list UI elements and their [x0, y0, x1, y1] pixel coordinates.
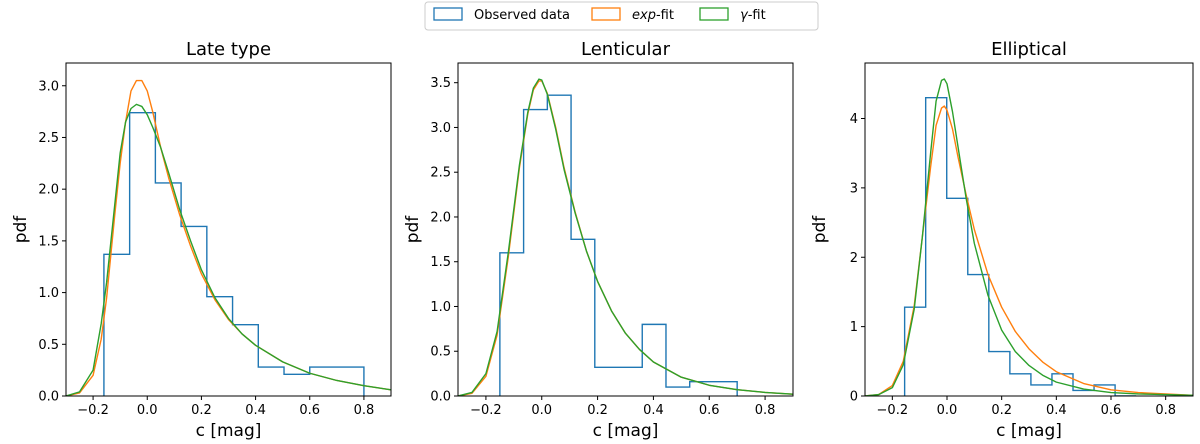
x-tick-label: 0.4	[245, 403, 266, 418]
x-tick-label: 0.8	[1155, 403, 1176, 418]
series-exp-fit-line	[458, 80, 793, 396]
legend-label-exp-italic: exp	[632, 8, 656, 23]
series-exp-fit-line	[865, 105, 1193, 396]
series-observed-histogram	[499, 94, 738, 396]
legend-frame	[424, 1, 819, 31]
plot-area	[458, 78, 793, 396]
y-tick-label: 0.0	[430, 390, 451, 405]
panel-2: −0.2 0.0 0.2 0.4 0.6 0.8 0.0 0.5 1.0 1.5 2.0 2.5 3.0…	[403, 39, 794, 441]
panel-title: Late type	[186, 39, 271, 60]
legend-label-exp-rest: -fit	[656, 8, 674, 23]
panel-1: −0.2 0.0 0.2 0.4 0.6 0.8 0.0 0.5 1.0 1.5 2.0 2.5 3.0…	[11, 39, 392, 441]
x-tick-label: 0.4	[643, 403, 664, 418]
legend-swatch-exp	[591, 7, 621, 21]
axes-frame	[65, 62, 392, 397]
x-tick-label: 0.4	[1046, 403, 1067, 418]
x-tick-label: 0.2	[587, 403, 608, 418]
y-tick-label: 3.0	[430, 121, 451, 136]
axes-frame	[457, 62, 794, 397]
series-observed-histogram	[103, 111, 365, 396]
x-tick-label: 0.8	[755, 403, 776, 418]
x-axis-label: c [mag]	[996, 421, 1062, 441]
y-tick-label: 3	[850, 181, 858, 196]
plot-area	[66, 79, 391, 396]
y-tick-label: 1.0	[430, 300, 451, 315]
axes-frame	[864, 62, 1194, 397]
series-gamma-fit-line	[458, 78, 793, 396]
plot-area	[865, 78, 1193, 396]
series-exp-fit-line	[66, 79, 391, 396]
x-tick-label: 0.6	[699, 403, 720, 418]
y-tick-label: 1.5	[430, 255, 451, 270]
x-tick-label: 0.2	[191, 403, 212, 418]
y-tick-label: 2.0	[430, 210, 451, 225]
y-tick-label: 2	[850, 251, 858, 266]
x-tick-label: 0.6	[299, 403, 320, 418]
y-tick-label: 0.0	[38, 390, 59, 405]
y-tick-label: 1	[850, 320, 858, 335]
y-tick-label: 4	[850, 112, 858, 127]
y-tick-label: 3.5	[430, 76, 451, 91]
legend-label-exp: exp-fit	[632, 8, 674, 23]
x-tick-label: 0.2	[991, 403, 1012, 418]
legend-label-gamma-italic: γ	[740, 8, 749, 23]
y-tick-label: 2.0	[38, 183, 59, 198]
y-axis-label: pdf	[403, 215, 423, 244]
series-gamma-fit-line	[66, 103, 391, 396]
panel-title: Lenticular	[581, 39, 671, 60]
x-tick-label: 0.6	[1101, 403, 1122, 418]
panels: −0.2 0.0 0.2 0.4 0.6 0.8 0.0 0.5 1.0 1.5 2.0 2.5 3.0…	[11, 39, 1194, 441]
legend-swatch-gamma	[699, 7, 729, 21]
x-tick-label: −0.2	[877, 403, 909, 418]
y-tick-label: 0.5	[38, 338, 59, 353]
y-tick-label: 2.5	[430, 166, 451, 181]
y-tick-label: 1.0	[38, 286, 59, 301]
legend-swatch-observed	[433, 7, 463, 21]
x-tick-label: 0.0	[531, 403, 552, 418]
x-axis-label: c [mag]	[593, 421, 659, 441]
x-tick-label: 0.8	[354, 403, 375, 418]
y-tick-label: 2.5	[38, 131, 59, 146]
series-observed-histogram	[903, 96, 1137, 396]
y-tick-label: 1.5	[38, 234, 59, 249]
x-tick-label: −0.2	[77, 403, 109, 418]
x-axis-label: c [mag]	[196, 421, 262, 441]
legend-label-gamma-rest: -fit	[748, 8, 766, 23]
panel-title: Elliptical	[991, 39, 1067, 60]
legend-label-gamma: γ-fit	[740, 8, 766, 23]
y-tick-label: 3.0	[38, 79, 59, 94]
y-tick-label: 0.5	[430, 345, 451, 360]
y-tick-label: 0	[850, 390, 858, 405]
panel-3: −0.2 0.0 0.2 0.4 0.6 0.8 0 1 2 3 4 Elliptical c [mag…	[810, 39, 1194, 441]
x-tick-label: −0.2	[470, 403, 502, 418]
x-tick-label: 0.0	[137, 403, 158, 418]
series-gamma-fit-line	[865, 78, 1193, 396]
y-axis-label: pdf	[810, 215, 830, 244]
x-tick-label: 0.0	[937, 403, 958, 418]
legend: Observed data exp-fit γ-fit	[424, 1, 819, 31]
y-axis-label: pdf	[11, 215, 31, 244]
legend-label-observed: Observed data	[474, 8, 570, 23]
